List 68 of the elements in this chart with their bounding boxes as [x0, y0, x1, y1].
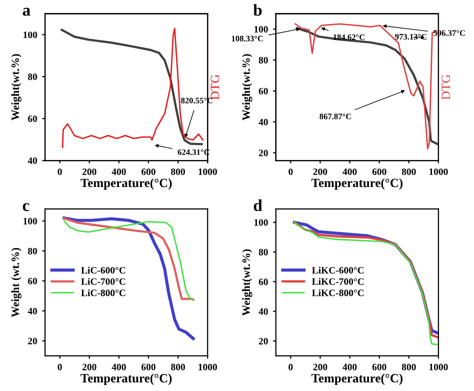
y2-axis-title: DTG [210, 74, 220, 100]
x-tick-label: 800 [402, 168, 416, 175]
x-axis-title: Temperature(°C) [80, 374, 172, 385]
y-tick-label: 60 [28, 278, 38, 284]
y-tick-label: 40 [28, 157, 38, 164]
y-tick-label: 60 [28, 115, 38, 122]
y-tick-label: 100 [24, 32, 38, 38]
y-tick-label: 60 [258, 88, 268, 94]
x-tick-label: 600 [372, 364, 386, 370]
y-tick-label: 100 [254, 219, 268, 226]
x-tick-label: 400 [112, 168, 126, 175]
y-tick-label: 80 [28, 74, 38, 80]
x-tick-label: 400 [342, 364, 357, 370]
legend-label: LiC-700°C [81, 278, 126, 285]
y-tick-label: 80 [258, 248, 268, 256]
y-axis-title: Weight(wt.%) [242, 249, 252, 316]
x-tick-label: 0 [288, 168, 293, 175]
x-axis-title: Temperature(°C) [311, 178, 403, 190]
x-tick-label: 400 [112, 364, 126, 370]
y-tick-label: 20 [258, 338, 268, 344]
y-tick-label: 100 [254, 26, 268, 33]
x-axis-title: Temperature(°C) [80, 178, 172, 190]
y-tick-label: 20 [28, 338, 38, 344]
x-tick-label: 200 [82, 364, 96, 370]
chart-title: b [253, 4, 262, 16]
x-tick-label: 0 [58, 364, 62, 370]
chart-title: a [22, 8, 30, 16]
y-axis-title: Weight (wt.%) [11, 248, 22, 318]
x-tick-label: 800 [171, 168, 185, 175]
x-tick-label: 1000 [430, 168, 448, 175]
x-tick-label: 200 [82, 168, 96, 175]
x-tick-label: 400 [342, 168, 357, 175]
chart-title: c [22, 203, 30, 212]
annotation: 973.13°C [395, 34, 426, 40]
annotation: 108.33°C [232, 36, 263, 42]
chart-title: d [254, 199, 262, 212]
x-axis-title: Temperature(°C) [311, 374, 403, 385]
legend-label: LiC-600°C [81, 266, 126, 274]
line-series [62, 216, 195, 340]
y-tick-label: 40 [258, 118, 268, 126]
x-tick-label: 600 [142, 364, 156, 370]
x-tick-label: 200 [313, 168, 328, 175]
legend-label: LiKC-600°C [312, 266, 364, 274]
x-tick-label: 1000 [198, 168, 217, 175]
annotation: 184.62°C [334, 34, 364, 40]
x-tick-label: 1000 [430, 364, 448, 370]
y-tick-label: 40 [258, 308, 268, 315]
x-tick-label: 0 [288, 364, 293, 370]
y-tick-label: 80 [28, 248, 38, 254]
y-tick-label: 60 [258, 278, 268, 286]
legend-label: LiKC-800°C [312, 289, 364, 296]
y-tick-label: 20 [258, 150, 268, 156]
x-tick-label: 600 [372, 168, 386, 175]
legend-label: LiKC-700°C [312, 278, 364, 285]
y-axis-title: Weight(wt.%) [242, 54, 252, 120]
y-tick-label: 100 [24, 218, 38, 224]
y-tick-label: 40 [28, 308, 38, 314]
y-axis-title: Weight(wt.%) [11, 54, 22, 120]
x-tick-label: 200 [313, 364, 328, 370]
legend-label: LiC-800°C [81, 289, 126, 296]
x-tick-label: 0 [58, 168, 62, 175]
y-tick-label: 80 [258, 56, 268, 64]
x-tick-label: 800 [171, 364, 185, 370]
x-tick-label: 600 [142, 168, 156, 175]
y2-axis-title: DTG [442, 74, 450, 100]
x-tick-label: 800 [402, 364, 416, 370]
annotation: 867.87°C [320, 114, 351, 120]
x-tick-label: 1000 [198, 364, 217, 370]
